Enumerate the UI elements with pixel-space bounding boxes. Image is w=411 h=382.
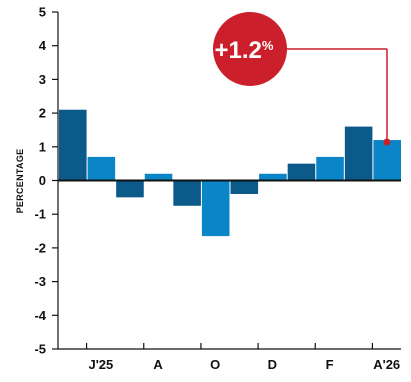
y-axis: 5 4 3 2 1 0 -1 -2 -3 -4 -5 bbox=[34, 5, 59, 357]
bar bbox=[87, 156, 116, 181]
bar bbox=[259, 173, 287, 181]
x-tick-label: J'25 bbox=[88, 357, 113, 372]
y-tick-label: 4 bbox=[39, 38, 47, 53]
y-tick-label: -3 bbox=[34, 274, 46, 289]
y-tick-label: -1 bbox=[34, 207, 46, 222]
bar bbox=[316, 156, 344, 181]
bar bbox=[373, 140, 401, 181]
x-axis: J'25 A O D F A'26 bbox=[58, 343, 401, 372]
callout-point-marker bbox=[383, 138, 391, 146]
y-tick-label: -2 bbox=[34, 240, 46, 255]
callout-value-label: +1.2% bbox=[215, 37, 274, 64]
bar bbox=[344, 126, 373, 181]
x-tick-label: A bbox=[153, 357, 163, 372]
bar bbox=[144, 173, 173, 181]
bar bbox=[201, 180, 230, 237]
x-tick-label: F bbox=[326, 357, 334, 372]
y-tick-label: 3 bbox=[39, 72, 46, 87]
y-tick-label: -4 bbox=[34, 308, 46, 323]
y-tick-label: 1 bbox=[39, 139, 46, 154]
x-tick-label: O bbox=[210, 357, 220, 372]
y-tick-label: 0 bbox=[39, 173, 46, 188]
bar bbox=[173, 180, 201, 206]
y-tick-label: 2 bbox=[39, 106, 46, 121]
callout-badge bbox=[213, 12, 287, 86]
y-tick-label: 5 bbox=[39, 5, 46, 20]
x-tick-label: D bbox=[268, 357, 277, 372]
callout-unit: % bbox=[262, 38, 274, 53]
bar bbox=[59, 109, 87, 181]
bar bbox=[116, 180, 144, 198]
callout: +1.2% bbox=[213, 12, 391, 146]
y-axis-label: PERCENTAGE bbox=[15, 149, 25, 214]
y-tick-label: -5 bbox=[34, 342, 46, 357]
bar bbox=[287, 163, 316, 181]
callout-value: +1.2 bbox=[215, 37, 262, 64]
x-tick-label: A'26 bbox=[373, 357, 400, 372]
bars bbox=[59, 109, 401, 237]
bar bbox=[230, 180, 259, 194]
